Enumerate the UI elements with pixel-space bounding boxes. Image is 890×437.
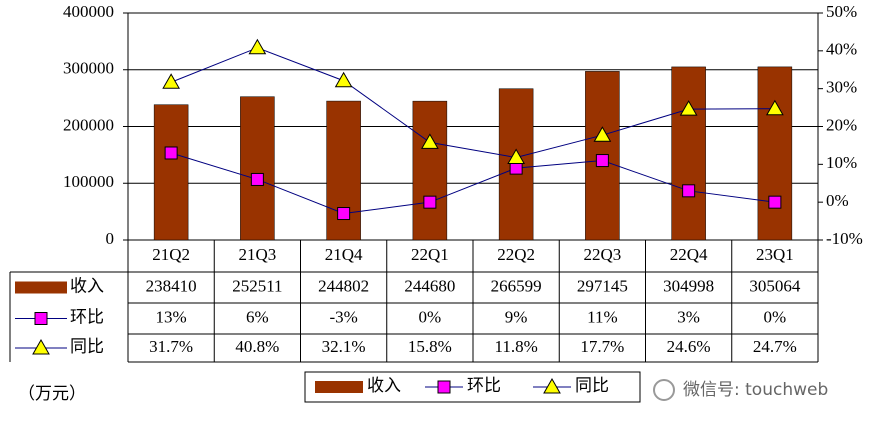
marker (162, 73, 180, 89)
table-value: 266599 (491, 276, 542, 295)
y-tick-label: 200000 (63, 115, 114, 134)
table-value: 15.8% (408, 337, 452, 356)
x-tick-label: 21Q3 (238, 245, 276, 264)
marker (423, 195, 437, 209)
table-row-label: 同比 (70, 337, 104, 356)
table-value: 24.6% (667, 337, 711, 356)
table-value: 9% (505, 307, 528, 326)
y2-tick-label: 10% (826, 153, 857, 172)
marker (766, 99, 784, 116)
marker (437, 380, 451, 394)
bar (671, 66, 706, 241)
marker (507, 148, 525, 165)
table-value: 32.1% (322, 337, 366, 356)
bar (240, 96, 275, 241)
marker (334, 71, 353, 88)
marker (250, 172, 264, 186)
table-value: 0% (419, 307, 442, 326)
marker (337, 207, 351, 221)
bar (412, 100, 448, 241)
table-value: 244680 (404, 276, 455, 295)
y2-tick-label: 30% (826, 78, 857, 97)
legend-label: 收入 (367, 376, 401, 395)
watermark: 微信号: touchweb (683, 380, 828, 400)
table-value: 297145 (577, 276, 628, 295)
table-value: 252511 (232, 276, 282, 295)
legend-label: 环比 (467, 376, 501, 395)
y2-tick-label: 20% (826, 115, 857, 134)
table-value: 6% (246, 307, 269, 326)
line (170, 47, 775, 159)
marker (421, 133, 439, 149)
y2-tick-label: -10% (826, 229, 863, 248)
x-tick-label: 21Q2 (152, 245, 190, 264)
table-value: 305064 (749, 276, 801, 295)
table-value: 238410 (146, 276, 197, 295)
table-value: 11.8% (494, 337, 537, 356)
y-tick-label: 100000 (63, 172, 114, 191)
x-tick-label: 22Q4 (670, 245, 708, 264)
y-tick-label: 0 (106, 229, 115, 248)
table-value: 31.7% (149, 337, 193, 356)
marker (595, 154, 609, 168)
table-value: 17.7% (580, 337, 624, 356)
table-value: 11% (587, 307, 618, 326)
bar (153, 104, 189, 241)
legend-swatch (15, 281, 67, 294)
x-tick-label: 22Q3 (583, 245, 621, 264)
marker (34, 312, 48, 325)
x-tick-label: 22Q2 (497, 245, 535, 264)
table-value: 40.8% (235, 337, 279, 356)
legend-swatch (315, 381, 363, 393)
marker (593, 126, 612, 142)
y-tick-label: 400000 (63, 2, 114, 21)
table-row-label: 环比 (70, 307, 104, 326)
table-value: 24.7% (753, 337, 797, 356)
table-value: 304998 (663, 276, 714, 295)
x-tick-label: 21Q4 (325, 245, 363, 264)
marker (32, 338, 50, 355)
y2-tick-label: 40% (826, 40, 857, 59)
y2-tick-label: 0% (826, 191, 849, 210)
marker (248, 38, 267, 55)
table-value: 3% (677, 307, 700, 326)
table-value: 13% (156, 307, 187, 326)
line (170, 152, 775, 215)
table-value: 244802 (318, 276, 369, 295)
unit-label: （万元） (18, 384, 86, 403)
y2-tick-label: 50% (826, 2, 857, 21)
marker (679, 100, 698, 116)
legend-label: 同比 (575, 376, 609, 395)
marker (682, 184, 696, 198)
table-value: -3% (329, 307, 357, 326)
marker (543, 377, 561, 394)
marker (768, 195, 782, 209)
x-tick-label: 23Q1 (756, 245, 794, 264)
wechat-icon (653, 379, 675, 401)
x-tick-label: 22Q1 (411, 245, 449, 264)
bar (757, 66, 793, 241)
table-row-label: 收入 (70, 276, 104, 295)
y-tick-label: 300000 (63, 59, 114, 78)
marker (164, 146, 178, 160)
table-value: 0% (764, 307, 787, 326)
